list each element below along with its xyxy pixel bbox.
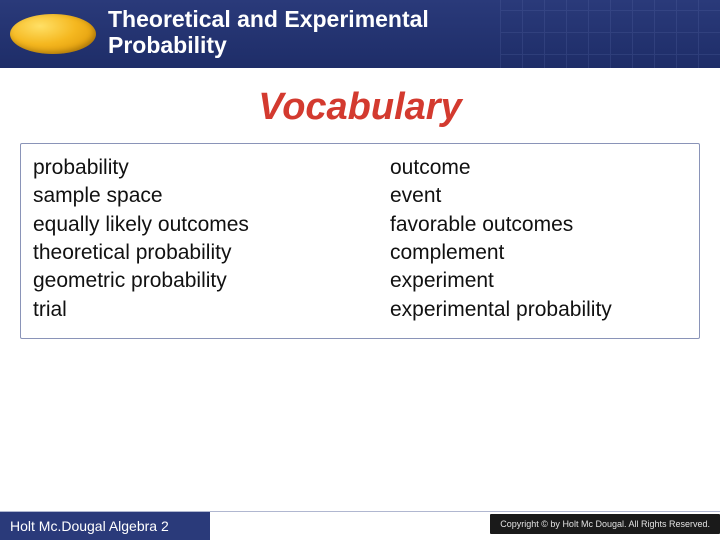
vocab-term: event: [390, 182, 687, 210]
vocabulary-box: probability sample space equally likely …: [20, 143, 700, 339]
vocab-term: trial: [33, 296, 330, 324]
vocab-term: equally likely outcomes: [33, 211, 330, 239]
header-ellipse-icon: [10, 14, 96, 54]
vocab-term: probability: [33, 154, 330, 182]
header-title: Theoretical and Experimental Probability: [108, 6, 429, 59]
vocab-term: geometric probability: [33, 267, 330, 295]
vocab-column-right: outcome event favorable outcomes complem…: [330, 154, 687, 324]
vocab-column-left: probability sample space equally likely …: [33, 154, 330, 324]
vocab-term: sample space: [33, 182, 330, 210]
footer-copyright: Copyright © by Holt Mc Dougal. All Right…: [490, 514, 720, 534]
section-title: Vocabulary: [10, 86, 710, 129]
slide-body: Vocabulary probability sample space equa…: [0, 68, 720, 339]
vocab-term: experimental probability: [390, 296, 687, 324]
header-title-line2: Probability: [108, 32, 429, 58]
header-title-line1: Theoretical and Experimental: [108, 6, 429, 32]
slide-footer: Holt Mc.Dougal Algebra 2 Copyright © by …: [0, 512, 720, 540]
vocab-term: complement: [390, 239, 687, 267]
header-grid-decoration: [500, 0, 720, 68]
vocab-term: outcome: [390, 154, 687, 182]
vocab-term: theoretical probability: [33, 239, 330, 267]
footer-textbook-label: Holt Mc.Dougal Algebra 2: [0, 512, 210, 540]
vocab-term: favorable outcomes: [390, 211, 687, 239]
slide-header: Theoretical and Experimental Probability: [0, 0, 720, 68]
vocab-term: experiment: [390, 267, 687, 295]
